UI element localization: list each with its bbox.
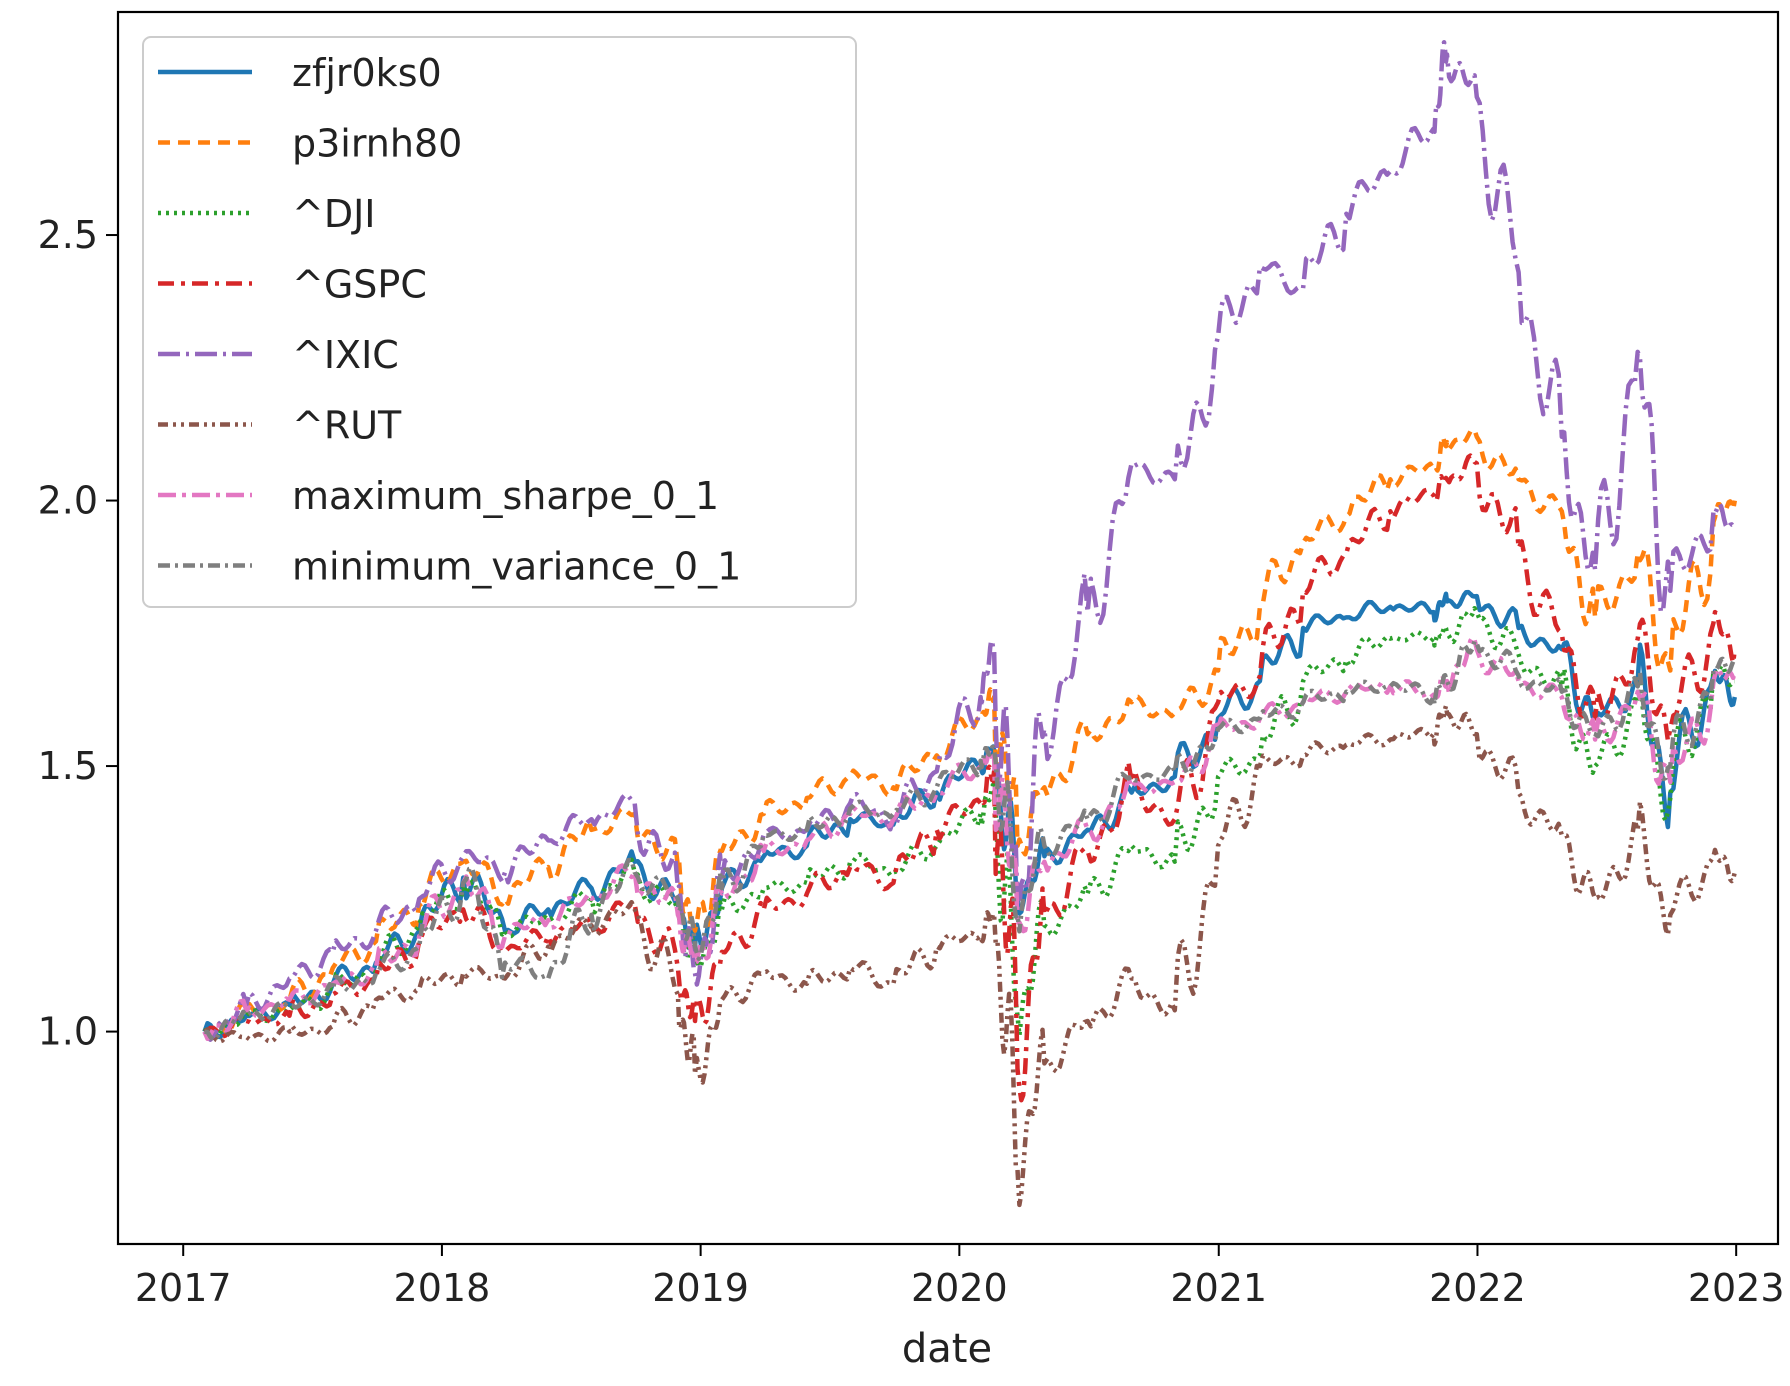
x-axis: 2017 2018 2019 2020 2021 2022 2023 — [135, 1244, 1785, 1310]
legend-label: ^RUT — [292, 404, 402, 448]
x-tick-label: 2021 — [1170, 1266, 1267, 1310]
x-axis-label: date — [902, 1326, 992, 1372]
legend-frame — [142, 36, 857, 608]
series-layer — [202, 40, 1738, 1208]
y-tick-label: 2.5 — [38, 213, 98, 257]
x-tick-label: 2017 — [135, 1266, 232, 1310]
legend-label: minimum_variance_0_1 — [292, 545, 741, 589]
x-tick-label: 2018 — [394, 1266, 491, 1310]
series-line-5 — [203, 703, 1737, 1208]
x-tick-label: 2022 — [1429, 1266, 1526, 1310]
legend-label: zfjr0ks0 — [292, 51, 442, 95]
y-tick-label: 1.0 — [38, 1010, 98, 1054]
legend-label: ^GSPC — [292, 263, 427, 307]
y-tick-label: 1.5 — [38, 744, 98, 788]
legend: zfjr0ks0 p3irnh80 ^DJI ^GSPC ^IXIC ^RUT maximu… — [142, 36, 857, 608]
y-axis: 1.0 1.5 2.0 2.5 — [38, 213, 118, 1054]
x-tick-label: 2023 — [1688, 1266, 1785, 1310]
x-tick-label: 2020 — [911, 1266, 1008, 1310]
legend-label: ^IXIC — [292, 333, 399, 377]
series-line-3 — [203, 453, 1738, 1103]
plot-frame — [116, 10, 1780, 1246]
series-line-7 — [204, 638, 1737, 1042]
y-tick-label: 2.0 — [38, 479, 98, 523]
legend-label: p3irnh80 — [292, 122, 462, 166]
series-line-4 — [202, 40, 1736, 1042]
legend-label: maximum_sharpe_0_1 — [292, 474, 719, 518]
x-tick-label: 2019 — [652, 1266, 749, 1310]
legend-label: ^DJI — [292, 192, 376, 236]
